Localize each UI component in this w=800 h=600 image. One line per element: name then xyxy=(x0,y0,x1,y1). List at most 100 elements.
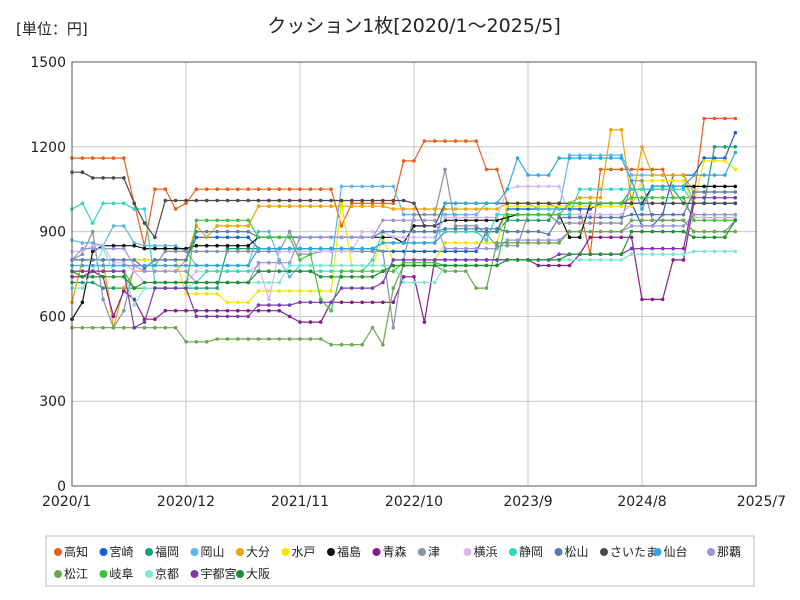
data-point xyxy=(536,173,541,177)
data-point xyxy=(609,212,613,217)
data-point xyxy=(360,229,365,234)
data-point xyxy=(619,215,624,220)
data-point xyxy=(298,258,302,262)
legend-marker xyxy=(145,570,153,578)
data-point xyxy=(236,314,240,319)
y-axis: 0 300 600 900 1200 1500 xyxy=(30,55,66,495)
data-point xyxy=(256,337,261,341)
data-point xyxy=(204,314,209,319)
data-point xyxy=(246,280,250,285)
legend-item: 大阪 xyxy=(236,567,270,581)
legend-label: 高知 xyxy=(64,544,88,559)
data-point xyxy=(132,201,136,206)
data-point xyxy=(474,241,479,245)
series-仙台 xyxy=(70,150,738,268)
data-point xyxy=(526,218,530,223)
data-point xyxy=(432,229,437,234)
data-point xyxy=(204,308,209,313)
data-point xyxy=(391,269,396,274)
data-point xyxy=(412,260,416,265)
data-point xyxy=(484,167,489,172)
data-point xyxy=(588,153,592,158)
data-point xyxy=(723,218,727,223)
data-point xyxy=(101,286,105,290)
data-point xyxy=(360,300,365,305)
data-point xyxy=(246,314,250,319)
data-point xyxy=(567,258,572,262)
data-point xyxy=(526,258,530,262)
data-point xyxy=(194,187,199,191)
data-point xyxy=(184,258,188,262)
data-point xyxy=(308,300,313,305)
data-point xyxy=(267,249,271,254)
data-point xyxy=(318,297,323,302)
x-axis: 2020/1 2020/12 2021/11 2022/10 2023/9 2024/8 2… xyxy=(42,494,786,510)
legend-label: 福岡 xyxy=(155,544,179,559)
data-point xyxy=(90,269,95,274)
data-point xyxy=(80,286,85,290)
data-point xyxy=(453,207,458,211)
data-point xyxy=(464,229,468,234)
data-point xyxy=(557,241,561,245)
data-point xyxy=(401,212,406,217)
data-point xyxy=(443,258,447,262)
data-point xyxy=(318,289,323,293)
data-point xyxy=(381,235,385,240)
data-point xyxy=(339,201,344,206)
data-point xyxy=(546,218,551,223)
data-point xyxy=(277,308,282,313)
data-point xyxy=(609,235,613,240)
data-point xyxy=(236,243,240,248)
data-point xyxy=(318,198,323,203)
data-point xyxy=(287,337,292,341)
data-point xyxy=(567,207,572,211)
data-point xyxy=(474,249,479,254)
data-point xyxy=(660,252,665,256)
data-point xyxy=(225,218,230,223)
data-point xyxy=(298,198,302,203)
legend-item: 岐阜 xyxy=(99,567,134,581)
data-point xyxy=(474,227,479,231)
data-point xyxy=(422,280,427,285)
data-point xyxy=(401,258,406,262)
data-point xyxy=(287,314,292,319)
data-point xyxy=(515,258,520,262)
data-point xyxy=(536,229,541,234)
data-point xyxy=(236,263,240,268)
data-point xyxy=(712,249,717,254)
data-point xyxy=(536,238,541,242)
data-point xyxy=(629,204,634,208)
data-point xyxy=(391,184,396,189)
legend-label: 大分 xyxy=(246,545,270,559)
data-point xyxy=(318,187,323,191)
data-point xyxy=(598,156,603,160)
data-point xyxy=(90,176,95,180)
legend-item: さいたま xyxy=(600,545,658,559)
data-point xyxy=(640,297,644,302)
data-point xyxy=(515,212,520,217)
data-point xyxy=(101,325,105,330)
data-point xyxy=(101,269,105,274)
data-point xyxy=(453,229,458,234)
data-point xyxy=(733,218,738,223)
legend-marker xyxy=(190,548,199,556)
data-point xyxy=(267,303,271,307)
data-point xyxy=(660,184,665,189)
data-point xyxy=(681,173,686,177)
data-point xyxy=(412,229,416,234)
data-point xyxy=(153,187,157,191)
data-point xyxy=(567,263,572,268)
data-point xyxy=(733,116,738,121)
data-point xyxy=(598,167,603,172)
data-point xyxy=(650,167,655,172)
data-point xyxy=(350,198,354,203)
data-point xyxy=(111,260,116,265)
data-point xyxy=(712,215,717,220)
data-point xyxy=(484,258,489,262)
data-point xyxy=(598,221,603,225)
data-point xyxy=(526,238,530,242)
data-point xyxy=(422,258,427,262)
data-point xyxy=(391,241,396,245)
data-point xyxy=(350,342,354,347)
data-point xyxy=(267,204,271,208)
